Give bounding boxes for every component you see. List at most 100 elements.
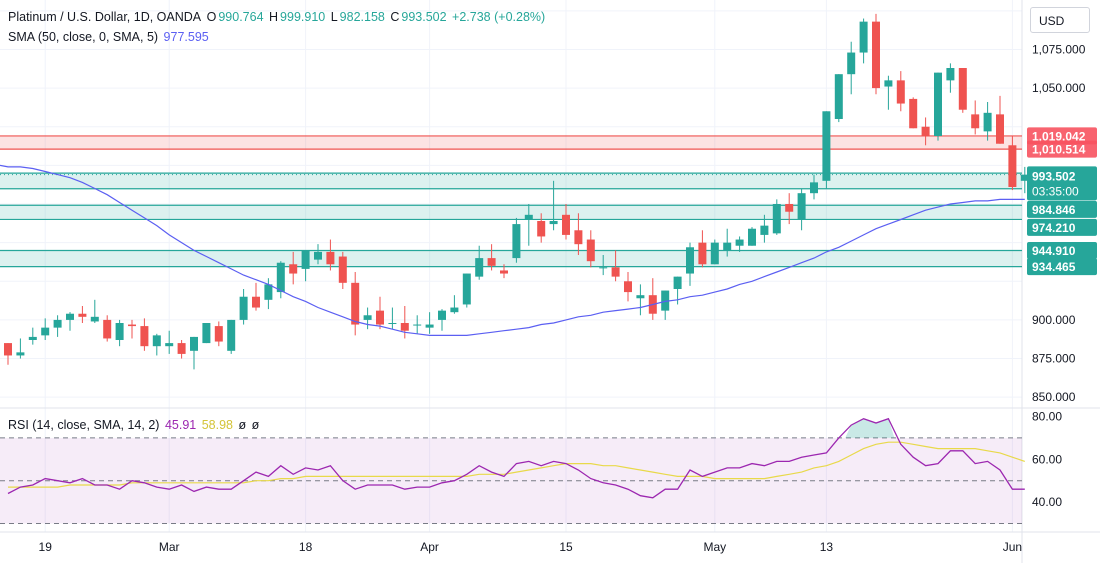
candle: [698, 230, 707, 268]
zone-price-label: 974.210: [1032, 221, 1076, 235]
candle-body: [537, 221, 546, 237]
candle-body: [686, 247, 694, 274]
sma-legend[interactable]: SMA (50, close, 0, SMA, 5) 977.595: [8, 30, 211, 44]
low-value: 982.158: [339, 10, 385, 24]
candle: [475, 245, 484, 280]
rsi-ma-value: 58.98: [201, 418, 233, 432]
high-value: 999.910: [280, 10, 326, 24]
candle-body: [252, 296, 260, 308]
candle-body: [388, 323, 397, 324]
zone-price-label: 1,010.514: [1032, 143, 1086, 157]
zone-support-3: [0, 205, 1022, 220]
sma-label: SMA (50, close, 0, SMA, 5): [8, 30, 159, 44]
candle: [549, 180, 558, 231]
candle-body: [748, 228, 756, 246]
candle: [611, 250, 620, 282]
rsi-overbought-fill: [845, 418, 895, 438]
candle: [487, 244, 496, 271]
rsi-value: 45.91: [164, 418, 197, 432]
candle-body: [400, 323, 409, 331]
candle-body: [958, 68, 967, 110]
candle: [1020, 166, 1029, 194]
candle: [710, 239, 719, 265]
candle-body: [450, 307, 459, 313]
candle: [785, 193, 794, 225]
candle-body: [946, 68, 955, 81]
zone-price-tag: [1027, 200, 1097, 218]
candle-body: [487, 258, 496, 266]
candle: [252, 282, 260, 311]
candle-body: [214, 326, 223, 342]
symbol-title[interactable]: Platinum / U.S. Dollar, 1D, OANDA: [8, 10, 202, 24]
candle: [636, 284, 645, 316]
candle: [512, 217, 521, 263]
candle: [413, 315, 422, 334]
close-value: 993.502: [401, 10, 447, 24]
zone-price-tag: [1027, 140, 1097, 158]
rsi-legend[interactable]: RSI (14, close, SMA, 14, 2) 45.91 58.98 …: [8, 418, 261, 432]
candle-body: [797, 193, 806, 220]
candle: [227, 319, 236, 354]
candle-body: [512, 224, 521, 259]
candles: [4, 13, 1029, 370]
candle: [896, 71, 905, 112]
candle-body: [227, 319, 236, 351]
candle: [760, 214, 769, 243]
candle-body: [264, 284, 273, 300]
candle: [28, 327, 37, 345]
candle-body: [710, 242, 719, 265]
candle: [624, 272, 632, 302]
currency-button[interactable]: USD: [1030, 7, 1090, 33]
candle: [872, 13, 880, 95]
zone-price-label: 934.465: [1032, 260, 1076, 274]
rsi-axis[interactable]: 40.00 60.00 80.00: [1032, 410, 1062, 510]
candle-body: [90, 316, 99, 322]
rsi-line: [7, 417, 1025, 499]
price-zones: [0, 135, 1022, 268]
candle: [661, 290, 670, 320]
candle: [214, 321, 223, 347]
candle: [376, 296, 384, 330]
candle: [128, 319, 136, 339]
candle-body: [413, 324, 422, 326]
candle: [847, 41, 856, 95]
candle-body: [66, 313, 74, 320]
candle: [363, 307, 372, 330]
candle: [90, 299, 99, 323]
time-tick-label: 13: [820, 540, 834, 554]
candle-body: [28, 336, 37, 340]
price-axis[interactable]: 850.000 875.000 900.000 1,050.000 1,075.000: [1032, 42, 1086, 404]
time-axis[interactable]: 19 Mar 18 Apr 15 May 13 Jun: [39, 540, 1023, 554]
current-price-tag: [1027, 166, 1097, 201]
candle: [859, 18, 868, 64]
zone-price-tag: [1027, 242, 1097, 260]
candle: [822, 111, 831, 189]
time-tick-label: 19: [39, 540, 53, 554]
candle-body: [896, 80, 905, 104]
candle-body: [177, 343, 186, 354]
rsi-tick-label: 40.00: [1032, 495, 1062, 509]
change-value: +2.738 (+0.28%): [452, 10, 546, 24]
candle-body: [549, 221, 558, 225]
candle-body: [438, 310, 446, 320]
candle-body: [859, 21, 868, 53]
candle: [958, 68, 967, 113]
candle-body: [760, 225, 769, 235]
candle: [971, 100, 980, 135]
price-tick-label: 1,075.000: [1032, 42, 1086, 56]
candle-body: [810, 182, 818, 194]
candle: [586, 230, 595, 268]
candle-body: [611, 267, 620, 277]
open-label: O: [206, 10, 217, 24]
candle: [66, 312, 74, 331]
time-tick-label: Jun: [1003, 540, 1022, 554]
candle-body: [53, 319, 62, 328]
candle-body: [996, 114, 1004, 144]
candle-body: [190, 336, 198, 351]
candle-body: [673, 276, 682, 289]
price-tick-label: 1,050.000: [1032, 81, 1086, 95]
time-tick-label: Apr: [420, 540, 439, 554]
candle: [648, 278, 657, 320]
